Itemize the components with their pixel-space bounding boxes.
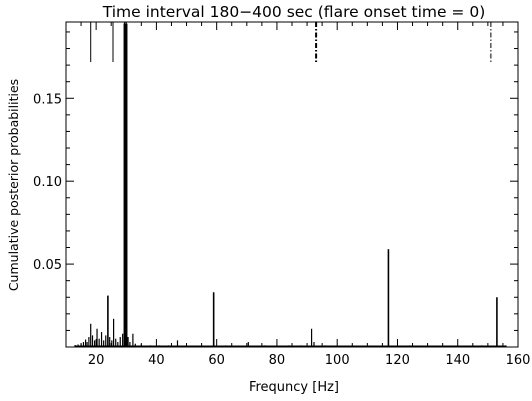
x-axis: 20 40 60 80 100 120 140 160	[65, 22, 531, 368]
x-tick-label: 120	[385, 353, 410, 368]
x-tick-label: 160	[506, 353, 531, 368]
y-axis-label: Cumulative posterior probabilities	[6, 79, 21, 291]
y-tick-label: 0.15	[33, 92, 62, 107]
y-tick-label: 0.10	[33, 175, 62, 190]
x-tick-label: 20	[88, 353, 105, 368]
plot-frame	[65, 21, 519, 348]
marker-lines	[90, 22, 492, 62]
x-axis-label: Frequncy [Hz]	[249, 380, 339, 395]
x-tick-label: 80	[269, 353, 286, 368]
spike-series	[74, 23, 507, 347]
y-tick-label: 0.05	[33, 258, 62, 273]
chart-title: Time interval 180−400 sec (flare onset t…	[102, 3, 486, 21]
x-tick-label: 140	[445, 353, 470, 368]
y-axis: 0.05 0.10 0.15	[33, 31, 518, 331]
x-tick-label: 100	[325, 353, 350, 368]
x-tick-label: 40	[148, 353, 165, 368]
x-tick-label: 60	[208, 353, 225, 368]
